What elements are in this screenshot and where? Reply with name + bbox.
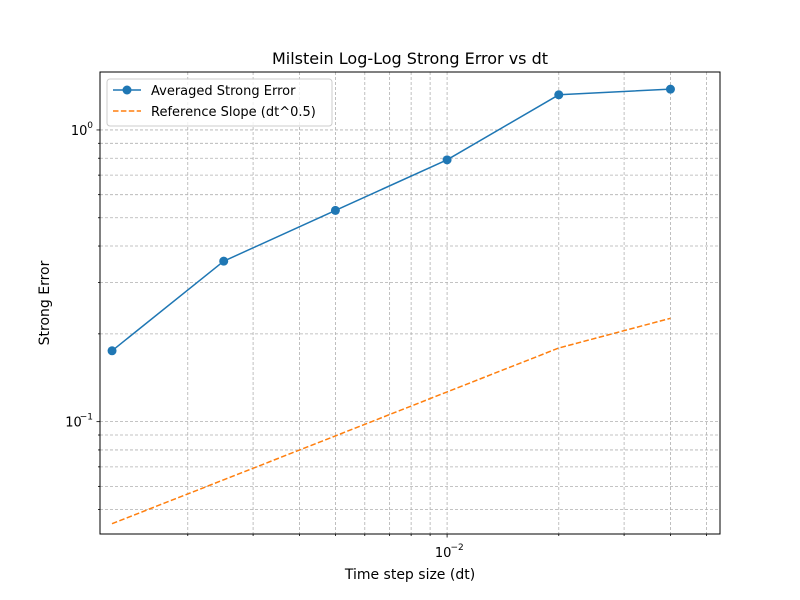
x-tick-label-exponent: −2: [450, 543, 463, 553]
grid: [100, 72, 720, 534]
legend-marker-averaged-strong-error: [122, 85, 132, 95]
series-line-0: [111, 88, 671, 352]
data-point: [107, 346, 117, 356]
ticks: 10 −210−110 0: [65, 121, 707, 561]
legend-label-averaged-strong-error: Averaged Strong Error: [151, 84, 296, 99]
legend: Averaged Strong Error Reference Slope (d…: [106, 78, 333, 127]
data-point: [442, 155, 452, 165]
data-point: [219, 256, 229, 266]
series-layer: [107, 84, 675, 525]
x-tick-label: 10: [435, 546, 452, 561]
plot-frame: [99, 71, 721, 535]
chart-title: Milstein Log-Log Strong Error vs dt: [272, 49, 548, 68]
y-tick-label-exponent: −1: [80, 413, 93, 423]
legend-label-reference-slope: Reference Slope (dt^0.5): [151, 105, 316, 120]
data-point: [330, 205, 340, 215]
y-tick-label: 10: [71, 124, 88, 139]
data-point: [554, 90, 564, 100]
x-axis-label: Time step size (dt): [344, 567, 475, 583]
y-axis-label: Strong Error: [37, 260, 53, 345]
y-tick-label-exponent: 0: [87, 121, 93, 131]
series-line-1: [111, 317, 671, 525]
legend-box: [106, 78, 333, 127]
y-tick-label: 10: [65, 416, 82, 431]
data-point: [665, 84, 675, 94]
